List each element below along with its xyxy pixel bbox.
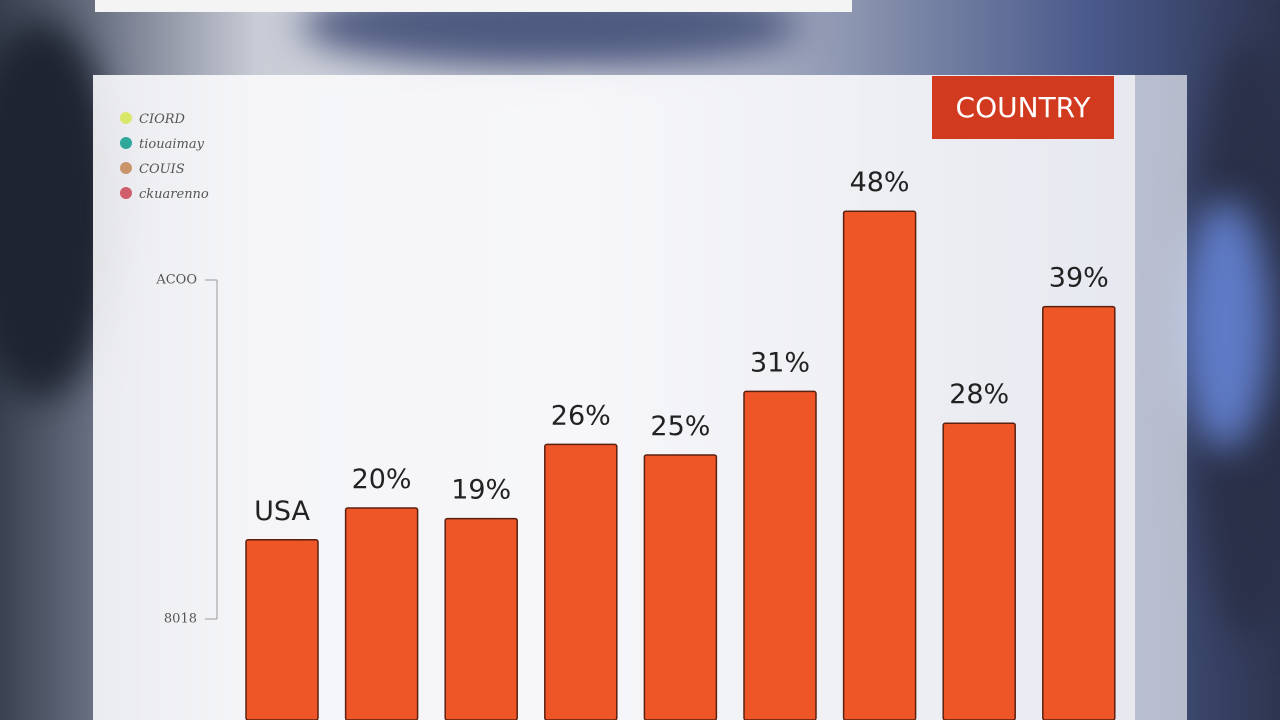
panel-edge [1135,75,1187,720]
category-label: USA [254,496,310,527]
bar [344,507,419,720]
background-figure [1180,200,1270,450]
bar [544,443,618,720]
legend-label: tiouaimay [139,137,205,152]
legend-swatch [120,112,132,124]
legend-label: ckuarenno [139,187,209,202]
bar [245,539,319,720]
value-label: 26% [551,400,611,431]
top-panel [95,0,852,12]
bar [643,454,718,720]
bar [743,390,817,720]
value-label: 19% [451,475,511,506]
value-label: 48% [850,167,910,198]
badge-text: COUNTRY [956,91,1092,124]
value-label: 28% [949,379,1009,410]
legend-label: COUIS [139,162,185,177]
bar [1042,305,1116,720]
badge-box [932,76,1114,139]
y-axis-text: ACOO [155,273,197,288]
value-label: 20% [352,464,412,495]
bar [942,422,1016,720]
bar [444,517,518,720]
legend-swatch [120,137,132,149]
legend-label: CIORD [139,112,186,127]
legend-swatch [120,187,132,199]
legend-swatch [120,162,132,174]
bar [842,210,917,720]
value-label: 25% [650,411,710,442]
value-label: 31% [750,347,810,378]
y-axis-text: 8018 [164,612,197,627]
value-label: 39% [1049,263,1109,294]
